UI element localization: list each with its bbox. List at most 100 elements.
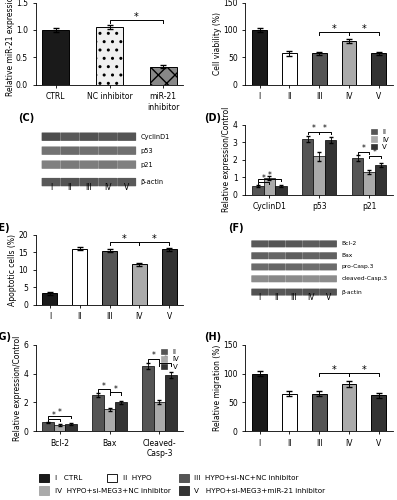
Bar (42, 30, 69, 84)
Text: *: * (134, 12, 139, 22)
Y-axis label: Relative expression/Control: Relative expression/Control (222, 107, 231, 212)
Text: *: * (312, 124, 315, 134)
FancyBboxPatch shape (107, 474, 117, 482)
Bar (104, 410, 115, 431)
Text: V: V (326, 293, 331, 302)
FancyBboxPatch shape (251, 240, 268, 248)
Y-axis label: Relative expression/Control: Relative expression/Control (13, 335, 22, 440)
Bar (96, 27, 123, 84)
Bar (264, 178, 275, 194)
Bar (302, 139, 314, 194)
FancyBboxPatch shape (42, 178, 60, 186)
FancyBboxPatch shape (268, 240, 285, 248)
Text: (D): (D) (204, 112, 221, 122)
Text: (C): (C) (18, 112, 34, 122)
FancyBboxPatch shape (39, 474, 49, 482)
Bar (102, 250, 117, 304)
Text: (H): (H) (204, 332, 221, 342)
FancyBboxPatch shape (60, 160, 79, 169)
Legend: II, IV, V: II, IV, V (370, 128, 389, 150)
Text: p53: p53 (141, 148, 153, 154)
FancyBboxPatch shape (268, 264, 285, 270)
Text: IV: IV (104, 183, 112, 192)
Text: *: * (152, 352, 156, 360)
Bar (42, 422, 54, 431)
FancyBboxPatch shape (179, 474, 189, 482)
Text: II: II (275, 293, 279, 302)
Bar (132, 264, 147, 304)
FancyBboxPatch shape (303, 240, 320, 248)
Bar (312, 54, 327, 84)
FancyBboxPatch shape (303, 264, 320, 270)
Bar (150, 66, 177, 84)
Y-axis label: Relative miR-21 expression: Relative miR-21 expression (6, 0, 15, 96)
Bar (363, 172, 375, 195)
FancyBboxPatch shape (60, 146, 79, 155)
Text: β-actin: β-actin (341, 290, 362, 294)
Bar (325, 140, 336, 194)
Text: *: * (373, 148, 377, 157)
Text: Bcl-2: Bcl-2 (341, 242, 357, 246)
FancyBboxPatch shape (42, 160, 60, 169)
FancyBboxPatch shape (117, 132, 136, 141)
Bar (93, 395, 104, 431)
FancyBboxPatch shape (79, 132, 98, 141)
Bar (282, 394, 297, 431)
Text: *: * (114, 384, 117, 394)
Bar (372, 54, 386, 84)
Text: *: * (152, 234, 157, 243)
FancyBboxPatch shape (98, 146, 117, 155)
FancyBboxPatch shape (251, 252, 268, 259)
FancyBboxPatch shape (303, 288, 320, 296)
Text: *: * (163, 355, 167, 364)
Text: *: * (262, 174, 266, 183)
Bar (252, 186, 264, 194)
Text: I: I (259, 293, 261, 302)
Bar (165, 375, 177, 431)
FancyBboxPatch shape (179, 486, 189, 495)
Text: IV: IV (308, 293, 315, 302)
Legend: II, IV, V: II, IV, V (161, 348, 180, 370)
FancyBboxPatch shape (98, 178, 117, 186)
Bar (162, 250, 177, 304)
FancyBboxPatch shape (320, 288, 337, 296)
FancyBboxPatch shape (98, 132, 117, 141)
Bar (252, 30, 267, 84)
FancyBboxPatch shape (303, 276, 320, 282)
Text: III: III (291, 293, 297, 302)
Text: II: II (68, 183, 72, 192)
Text: *: * (362, 364, 366, 374)
Bar (341, 41, 357, 84)
Bar (275, 186, 287, 194)
Text: pro-Casp.3: pro-Casp.3 (341, 264, 374, 270)
FancyBboxPatch shape (79, 178, 98, 186)
FancyBboxPatch shape (320, 276, 337, 282)
Text: β-actin: β-actin (141, 179, 164, 185)
Text: *: * (332, 24, 337, 34)
FancyBboxPatch shape (42, 146, 60, 155)
FancyBboxPatch shape (303, 252, 320, 259)
Text: *: * (362, 24, 366, 34)
Text: *: * (122, 234, 127, 243)
FancyBboxPatch shape (320, 252, 337, 259)
Text: Bax: Bax (341, 254, 353, 258)
FancyBboxPatch shape (251, 288, 268, 296)
FancyBboxPatch shape (268, 252, 285, 259)
Text: IV  HYPO+si-MEG3+NC inhibitor: IV HYPO+si-MEG3+NC inhibitor (55, 488, 171, 494)
FancyBboxPatch shape (117, 160, 136, 169)
Bar (42, 294, 57, 304)
FancyBboxPatch shape (320, 264, 337, 270)
Bar (252, 374, 267, 431)
FancyBboxPatch shape (285, 252, 303, 259)
Bar (375, 165, 386, 194)
Text: *: * (102, 382, 106, 390)
Text: *: * (58, 408, 62, 417)
Text: (G): (G) (0, 332, 12, 342)
Y-axis label: Cell viability (%): Cell viability (%) (213, 12, 222, 75)
Text: II  HYPO: II HYPO (123, 475, 151, 481)
Text: III: III (85, 183, 92, 192)
Bar (312, 394, 327, 431)
Bar (72, 249, 87, 304)
Bar (142, 366, 154, 431)
Y-axis label: Relative migration (%): Relative migration (%) (213, 344, 222, 431)
